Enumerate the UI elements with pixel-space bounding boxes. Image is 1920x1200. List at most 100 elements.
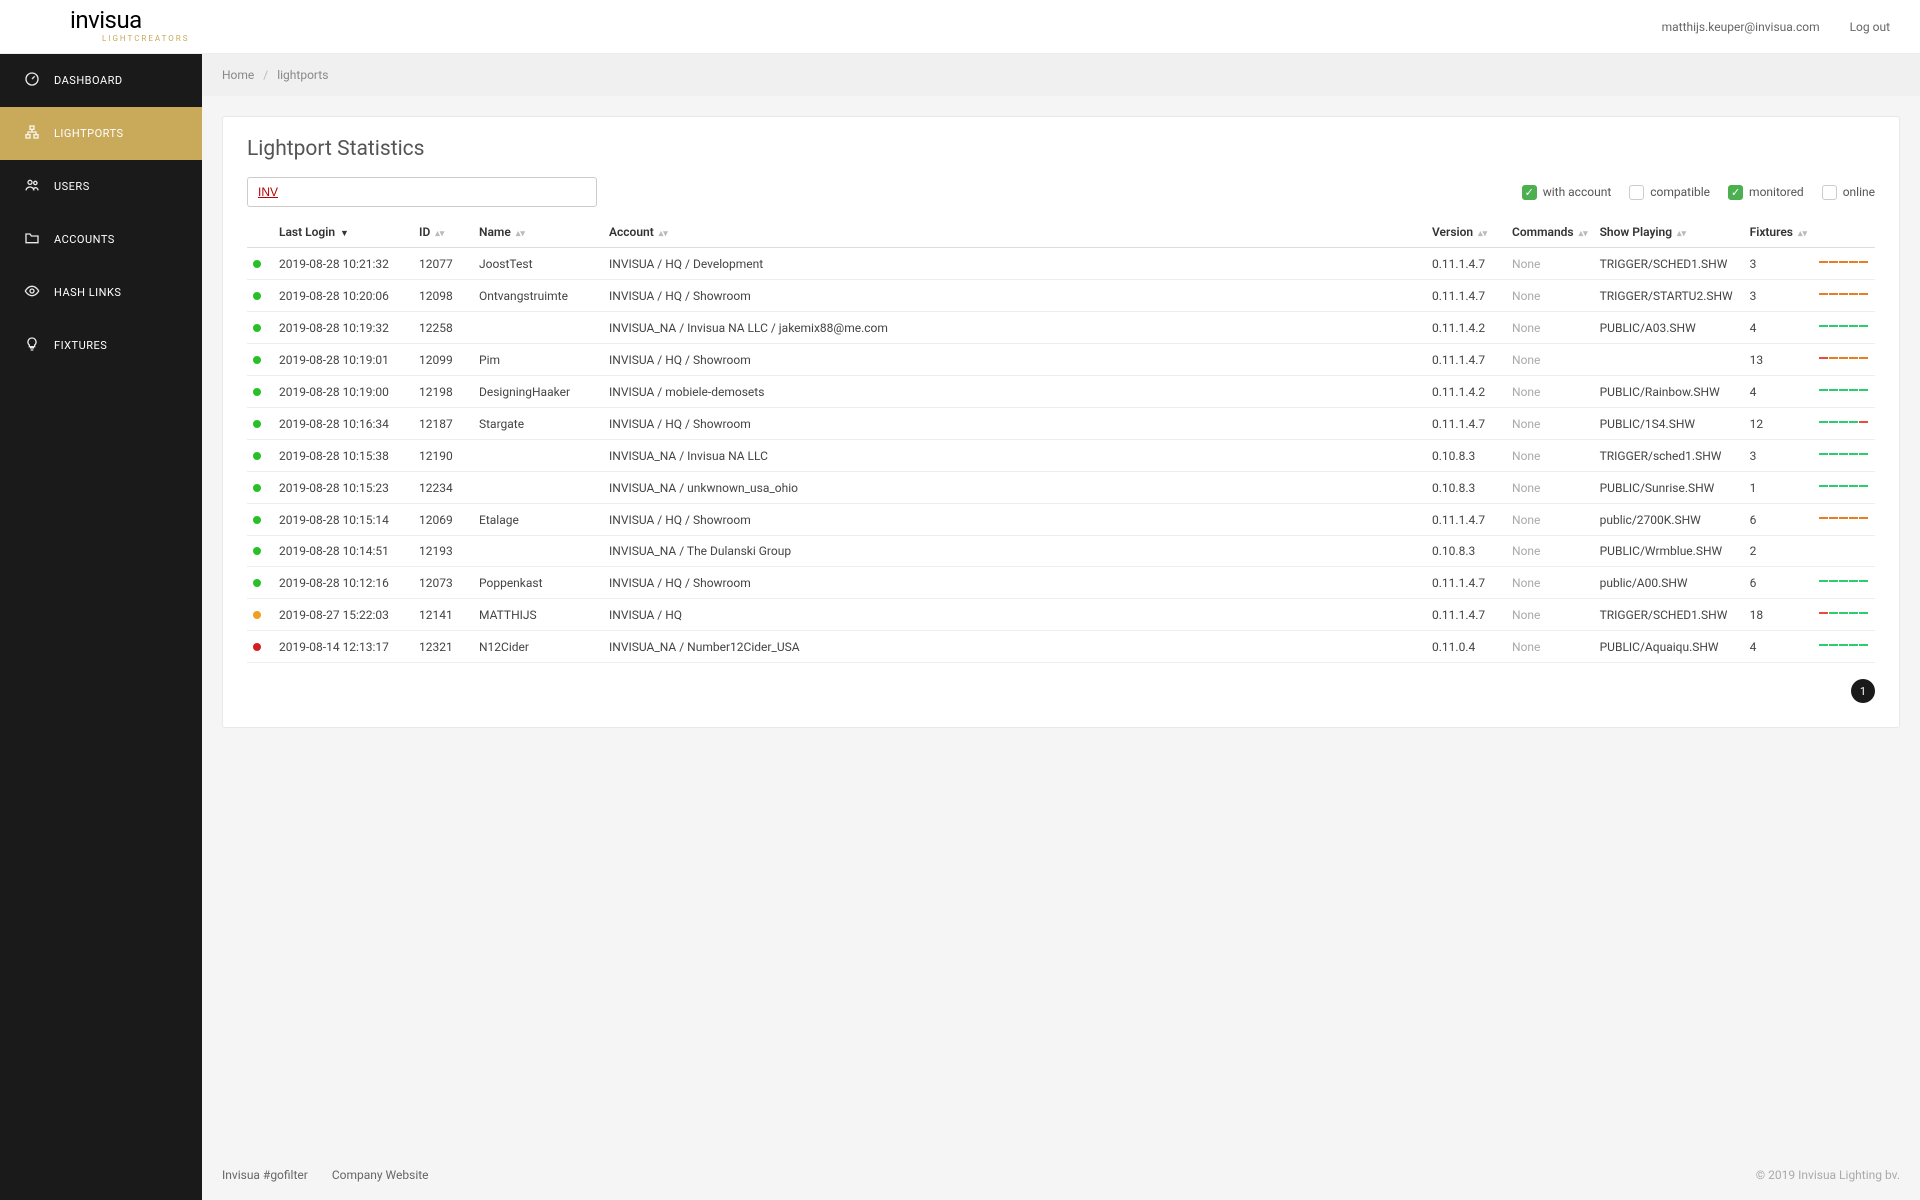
cell-name: Pim (473, 344, 603, 376)
sidebar-item-hash-links[interactable]: HASH LINKS (0, 266, 202, 319)
sidebar-item-fixtures[interactable]: FIXTURES (0, 319, 202, 372)
col-commands[interactable]: Commands ▴▾ (1506, 215, 1594, 248)
col-fixtures[interactable]: Fixtures ▴▾ (1744, 215, 1813, 248)
col-last-login[interactable]: Last Login ▼ (273, 215, 413, 248)
cell-last-login: 2019-08-28 10:14:51 (273, 536, 413, 567)
filter-online[interactable]: online (1822, 185, 1875, 200)
table-row[interactable]: 2019-08-28 10:15:1412069EtalageINVISUA /… (247, 504, 1875, 536)
cell-fixtures: 13 (1744, 344, 1813, 376)
cell-name: JoostTest (473, 248, 603, 280)
status-dot-icon (253, 356, 261, 364)
cell-id: 12321 (413, 631, 473, 663)
table-row[interactable]: 2019-08-28 10:19:0012198DesigningHaakerI… (247, 376, 1875, 408)
cell-last-login: 2019-08-28 10:15:38 (273, 440, 413, 472)
sidebar: DASHBOARDLIGHTPORTSUSERSACCOUNTS HASH LIN… (0, 54, 202, 1200)
table-row[interactable]: 2019-08-28 10:14:5112193INVISUA_NA / The… (247, 536, 1875, 567)
cell-sparkline (1813, 376, 1875, 408)
logo[interactable]: invisua LIGHTCREATORS (70, 10, 189, 43)
status-dot-icon (253, 547, 261, 555)
table-row[interactable]: 2019-08-28 10:21:3212077JoostTestINVISUA… (247, 248, 1875, 280)
page-1-button[interactable]: 1 (1851, 679, 1875, 703)
cell-account: INVISUA / HQ / Showroom (603, 344, 1426, 376)
sidebar-item-accounts[interactable]: ACCOUNTS (0, 213, 202, 266)
table-row[interactable]: 2019-08-14 12:13:1712321N12CiderINVISUA_… (247, 631, 1875, 663)
cell-show: PUBLIC/Sunrise.SHW (1594, 472, 1744, 504)
breadcrumb: Home / lightports (202, 54, 1920, 96)
status-dot-icon (253, 516, 261, 524)
search-input[interactable] (247, 177, 597, 207)
page-title: Lightport Statistics (247, 137, 1875, 161)
col-account[interactable]: Account ▴▾ (603, 215, 1426, 248)
cell-fixtures: 12 (1744, 408, 1813, 440)
cell-show: PUBLIC/Aquaiqu.SHW (1594, 631, 1744, 663)
cell-account: INVISUA_NA / Invisua NA LLC / jakemix88@… (603, 312, 1426, 344)
cell-fixtures: 2 (1744, 536, 1813, 567)
cell-commands: None (1506, 567, 1594, 599)
gauge-icon (24, 71, 40, 90)
sidebar-item-label: HASH LINKS (54, 286, 121, 299)
cell-name (473, 536, 603, 567)
user-email[interactable]: matthijs.keuper@invisua.com (1662, 20, 1820, 34)
cell-commands: None (1506, 631, 1594, 663)
cell-sparkline (1813, 440, 1875, 472)
cell-name: Poppenkast (473, 567, 603, 599)
breadcrumb-home[interactable]: Home (222, 68, 254, 82)
cell-commands: None (1506, 536, 1594, 567)
col-version[interactable]: Version ▴▾ (1426, 215, 1506, 248)
footer-company-link[interactable]: Company Website (332, 1168, 429, 1182)
cell-account: INVISUA / HQ / Showroom (603, 408, 1426, 440)
cell-show: TRIGGER/STARTU2.SHW (1594, 280, 1744, 312)
table-row[interactable]: 2019-08-28 10:20:0612098OntvangstruimteI… (247, 280, 1875, 312)
table-row[interactable]: 2019-08-28 10:19:0112099PimINVISUA / HQ … (247, 344, 1875, 376)
col-show[interactable]: Show Playing ▴▾ (1594, 215, 1744, 248)
sidebar-item-dashboard[interactable]: DASHBOARD (0, 54, 202, 107)
cell-sparkline (1813, 599, 1875, 631)
cell-id: 12193 (413, 536, 473, 567)
breadcrumb-current: lightports (277, 68, 328, 82)
status-dot-icon (253, 643, 261, 651)
cell-name: MATTHIJS (473, 599, 603, 631)
sidebar-item-users[interactable]: USERS (0, 160, 202, 213)
sitemap-icon (24, 124, 40, 143)
table-row[interactable]: 2019-08-28 10:15:3812190INVISUA_NA / Inv… (247, 440, 1875, 472)
logout-link[interactable]: Log out (1850, 20, 1890, 34)
cell-version: 0.11.1.4.2 (1426, 376, 1506, 408)
col-name[interactable]: Name ▴▾ (473, 215, 603, 248)
filter-compatible[interactable]: compatible (1629, 185, 1710, 200)
filter-label: compatible (1650, 185, 1710, 199)
topbar: invisua LIGHTCREATORS matthijs.keuper@in… (0, 0, 1920, 54)
status-dot-icon (253, 260, 261, 268)
cell-version: 0.11.1.4.7 (1426, 280, 1506, 312)
table-row[interactable]: 2019-08-28 10:19:3212258INVISUA_NA / Inv… (247, 312, 1875, 344)
breadcrumb-sep: / (263, 68, 268, 82)
cell-sparkline (1813, 472, 1875, 504)
cell-sparkline (1813, 408, 1875, 440)
cell-show: TRIGGER/SCHED1.SHW (1594, 599, 1744, 631)
cell-commands: None (1506, 280, 1594, 312)
table-row[interactable]: 2019-08-27 15:22:0312141MATTHIJSINVISUA … (247, 599, 1875, 631)
status-dot-icon (253, 292, 261, 300)
cell-id: 12077 (413, 248, 473, 280)
filter-monitored[interactable]: monitored (1728, 185, 1804, 200)
filter-with-account[interactable]: with account (1522, 185, 1612, 200)
status-dot-icon (253, 420, 261, 428)
cell-version: 0.10.8.3 (1426, 440, 1506, 472)
main: Home / lightports Lightport Statistics w… (202, 54, 1920, 1200)
cell-version: 0.10.8.3 (1426, 472, 1506, 504)
footer-gofilter[interactable]: Invisua #gofilter (222, 1168, 308, 1182)
header-right: matthijs.keuper@invisua.com Log out (1662, 20, 1890, 34)
cell-last-login: 2019-08-28 10:15:23 (273, 472, 413, 504)
cell-show: TRIGGER/sched1.SHW (1594, 440, 1744, 472)
status-dot-icon (253, 324, 261, 332)
sidebar-item-lightports[interactable]: LIGHTPORTS (0, 107, 202, 160)
sidebar-item-label: FIXTURES (54, 339, 107, 352)
cell-sparkline (1813, 312, 1875, 344)
table-row[interactable]: 2019-08-28 10:12:1612073PoppenkastINVISU… (247, 567, 1875, 599)
col-id[interactable]: ID ▴▾ (413, 215, 473, 248)
table-row[interactable]: 2019-08-28 10:15:2312234INVISUA_NA / unk… (247, 472, 1875, 504)
table-row[interactable]: 2019-08-28 10:16:3412187StargateINVISUA … (247, 408, 1875, 440)
status-dot-icon (253, 452, 261, 460)
cell-id: 12198 (413, 376, 473, 408)
cell-version: 0.11.1.4.7 (1426, 599, 1506, 631)
status-dot-icon (253, 388, 261, 396)
